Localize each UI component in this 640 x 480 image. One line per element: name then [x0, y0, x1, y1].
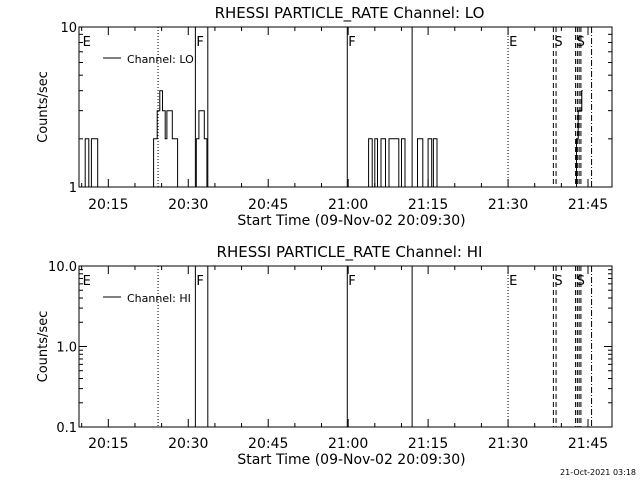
- chart-title: RHESSI PARTICLE_RATE Channel: LO: [215, 4, 485, 23]
- event-marker-label: S: [554, 35, 562, 50]
- x-tick-label: 21:45: [568, 197, 608, 213]
- event-marker-label: F: [196, 274, 203, 289]
- x-axis-label: Start Time (09-Nov-02 20:09:30): [237, 213, 465, 229]
- event-marker-label: F: [196, 35, 203, 50]
- x-tick-label: 20:15: [88, 436, 128, 452]
- plot-frame: [78, 265, 613, 428]
- y-axis-label: Counts/sec: [36, 311, 51, 383]
- event-marker-label: E: [509, 274, 517, 289]
- y-tick-label: 10.0: [48, 260, 77, 275]
- y-tick-label: 1.0: [56, 341, 77, 356]
- x-tick-label: 21:00: [328, 436, 368, 452]
- x-tick-label: 21:30: [488, 197, 528, 213]
- x-tick-label: 20:30: [168, 436, 208, 452]
- legend-label: Channel: LO: [127, 53, 194, 66]
- event-marker-label: E: [83, 35, 91, 50]
- plot-frame: [78, 26, 613, 188]
- event-marker-label: S: [554, 274, 562, 289]
- x-tick-label: 20:45: [248, 197, 288, 213]
- legend-label: Channel: HI: [127, 292, 191, 305]
- x-tick-label: 21:00: [328, 197, 368, 213]
- event-marker-label: E: [83, 274, 91, 289]
- y-tick-label: 10: [60, 21, 77, 36]
- x-axis-label: Start Time (09-Nov-02 20:09:30): [237, 452, 465, 468]
- chart-panel-2: RHESSI PARTICLE_RATE Channel: HI 20:15 20:…: [36, 243, 613, 468]
- footer-timestamp: 21-Oct-2021 03:18: [560, 468, 636, 477]
- x-tick-label: 20:15: [88, 197, 128, 213]
- event-marker-label: F: [348, 274, 355, 289]
- x-tick-label: 20:45: [248, 436, 288, 452]
- x-tick-label: 21:15: [408, 436, 448, 452]
- y-tick-label: 0.1: [56, 421, 77, 436]
- event-marker-label: S: [577, 274, 585, 289]
- x-tick-label: 21:30: [488, 436, 528, 452]
- y-axis-label: Counts/sec: [36, 71, 51, 143]
- event-marker-label: E: [509, 35, 517, 50]
- y-tick-label: 1: [69, 181, 77, 196]
- event-marker-label: F: [348, 35, 355, 50]
- series-line: [79, 90, 583, 188]
- chart-panels: RHESSI PARTICLE_RATE Channel: LO 20:15 20:…: [36, 4, 613, 468]
- event-marker-label: S: [577, 35, 585, 50]
- chart-panel-1: RHESSI PARTICLE_RATE Channel: LO 20:15 20:…: [36, 4, 613, 229]
- x-tick-label: 20:30: [168, 197, 208, 213]
- chart-title: RHESSI PARTICLE_RATE Channel: HI: [217, 243, 483, 262]
- x-tick-label: 21:15: [408, 197, 448, 213]
- x-tick-label: 21:45: [568, 436, 608, 452]
